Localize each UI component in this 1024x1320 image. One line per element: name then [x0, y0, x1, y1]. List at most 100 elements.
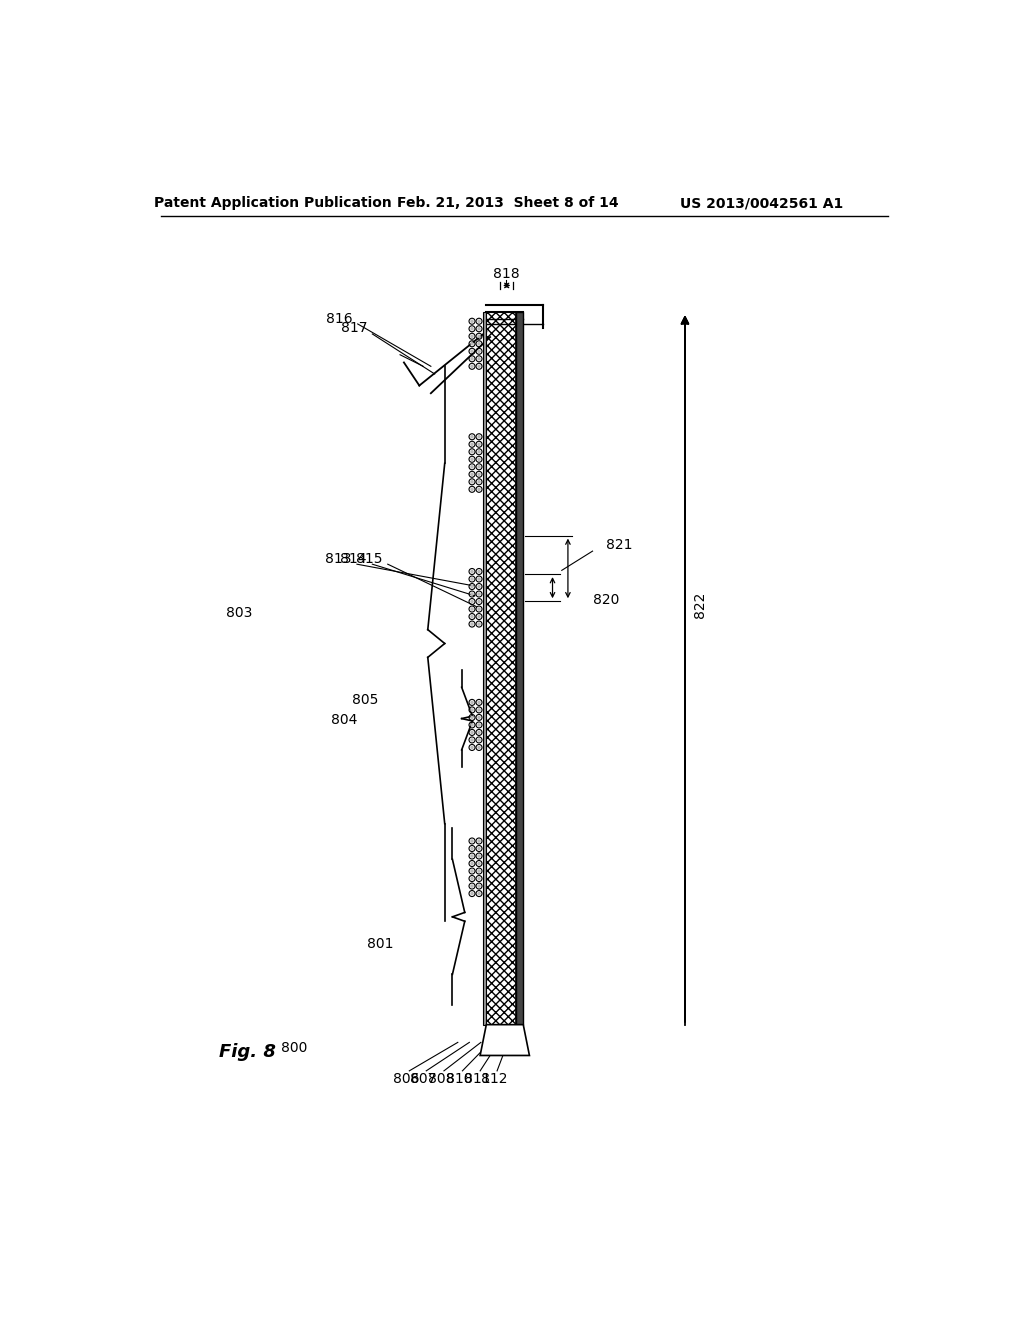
Circle shape — [477, 593, 481, 595]
Text: 806: 806 — [393, 1072, 420, 1085]
Circle shape — [477, 480, 481, 483]
Circle shape — [470, 458, 474, 461]
Text: 811: 811 — [464, 1072, 490, 1085]
Circle shape — [470, 870, 474, 873]
Circle shape — [470, 723, 474, 727]
Circle shape — [470, 327, 474, 330]
Circle shape — [477, 585, 481, 589]
Circle shape — [470, 450, 474, 454]
Circle shape — [470, 854, 474, 858]
Polygon shape — [480, 1024, 529, 1056]
Circle shape — [470, 465, 474, 469]
Circle shape — [477, 465, 481, 469]
Circle shape — [470, 892, 474, 895]
Circle shape — [477, 892, 481, 895]
Circle shape — [470, 708, 474, 711]
Circle shape — [477, 731, 481, 734]
Circle shape — [477, 473, 481, 477]
Circle shape — [477, 876, 481, 880]
Circle shape — [470, 846, 474, 850]
Circle shape — [470, 884, 474, 888]
Circle shape — [477, 570, 481, 573]
Circle shape — [477, 723, 481, 727]
Text: 807: 807 — [410, 1072, 436, 1085]
Circle shape — [477, 436, 481, 438]
Circle shape — [470, 876, 474, 880]
Circle shape — [470, 480, 474, 483]
Circle shape — [470, 319, 474, 323]
Circle shape — [470, 607, 474, 611]
Circle shape — [477, 342, 481, 346]
Circle shape — [477, 607, 481, 611]
Bar — [483, 313, 486, 1024]
Text: 822: 822 — [692, 591, 707, 618]
Circle shape — [477, 364, 481, 368]
Circle shape — [477, 746, 481, 750]
Circle shape — [477, 350, 481, 352]
Text: 801: 801 — [368, 937, 394, 950]
Circle shape — [477, 870, 481, 873]
Circle shape — [470, 615, 474, 618]
Text: Patent Application Publication: Patent Application Publication — [155, 197, 392, 210]
Circle shape — [477, 450, 481, 454]
Circle shape — [477, 622, 481, 626]
Circle shape — [477, 319, 481, 323]
Text: 803: 803 — [226, 606, 252, 619]
Circle shape — [477, 334, 481, 338]
Circle shape — [470, 746, 474, 750]
Circle shape — [477, 884, 481, 888]
Text: Fig. 8: Fig. 8 — [219, 1043, 276, 1060]
Text: 810: 810 — [446, 1072, 473, 1085]
Circle shape — [470, 570, 474, 573]
Circle shape — [477, 599, 481, 603]
Circle shape — [470, 862, 474, 866]
Bar — [515, 313, 523, 1024]
Circle shape — [470, 593, 474, 595]
Circle shape — [477, 738, 481, 742]
Circle shape — [470, 473, 474, 477]
Circle shape — [477, 846, 481, 850]
Circle shape — [470, 622, 474, 626]
Circle shape — [470, 442, 474, 446]
Circle shape — [477, 327, 481, 330]
Circle shape — [470, 350, 474, 352]
Circle shape — [470, 738, 474, 742]
Circle shape — [477, 442, 481, 446]
Text: 814: 814 — [340, 552, 367, 566]
Circle shape — [470, 364, 474, 368]
Circle shape — [470, 840, 474, 842]
Circle shape — [470, 334, 474, 338]
Circle shape — [470, 356, 474, 360]
Circle shape — [470, 731, 474, 734]
Text: 815: 815 — [356, 552, 382, 566]
Circle shape — [470, 342, 474, 346]
Text: 818: 818 — [493, 267, 519, 281]
Circle shape — [477, 701, 481, 704]
Circle shape — [470, 599, 474, 603]
Text: 800: 800 — [281, 1040, 307, 1055]
Text: Feb. 21, 2013  Sheet 8 of 14: Feb. 21, 2013 Sheet 8 of 14 — [397, 197, 618, 210]
Circle shape — [470, 436, 474, 438]
Text: 813: 813 — [325, 552, 351, 566]
Text: US 2013/0042561 A1: US 2013/0042561 A1 — [680, 197, 844, 210]
Circle shape — [470, 585, 474, 589]
Text: 816: 816 — [326, 312, 352, 326]
Text: 805: 805 — [352, 693, 379, 706]
Text: 812: 812 — [480, 1072, 507, 1085]
Circle shape — [470, 487, 474, 491]
Circle shape — [477, 458, 481, 461]
Circle shape — [470, 715, 474, 719]
Circle shape — [477, 840, 481, 842]
Circle shape — [477, 487, 481, 491]
Circle shape — [477, 356, 481, 360]
Text: 821: 821 — [605, 539, 632, 552]
Circle shape — [477, 615, 481, 618]
Text: 817: 817 — [341, 321, 368, 335]
Circle shape — [477, 708, 481, 711]
Text: 808: 808 — [428, 1072, 454, 1085]
Circle shape — [477, 577, 481, 581]
Circle shape — [470, 577, 474, 581]
Text: 820: 820 — [593, 594, 618, 607]
Bar — [486, 313, 515, 1024]
Circle shape — [477, 715, 481, 719]
